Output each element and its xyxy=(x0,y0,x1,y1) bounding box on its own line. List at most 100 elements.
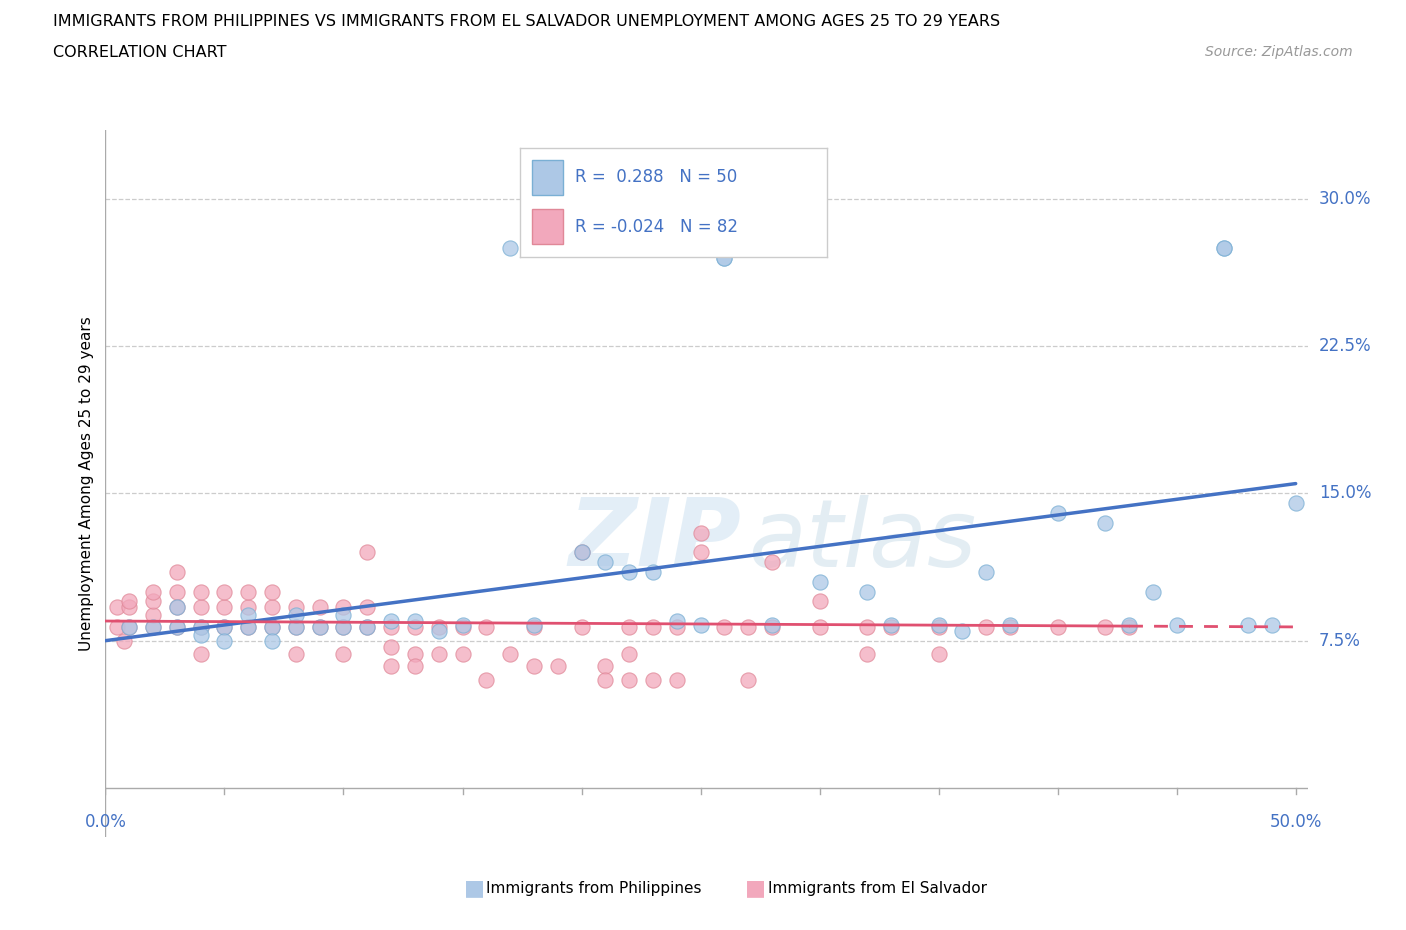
Text: 7.5%: 7.5% xyxy=(1319,631,1361,650)
Point xyxy=(356,619,378,634)
Point xyxy=(856,619,879,634)
Point xyxy=(475,672,498,687)
Point xyxy=(595,672,617,687)
Point xyxy=(284,619,307,634)
Point xyxy=(427,623,450,638)
Point xyxy=(595,554,617,569)
Point xyxy=(808,619,831,634)
Point xyxy=(190,600,212,615)
Text: CORRELATION CHART: CORRELATION CHART xyxy=(53,45,226,60)
Point xyxy=(665,614,688,629)
Point xyxy=(1094,515,1116,530)
Text: 15.0%: 15.0% xyxy=(1319,485,1371,502)
Point xyxy=(928,618,950,632)
Point xyxy=(284,600,307,615)
Text: ■: ■ xyxy=(745,878,766,898)
Point xyxy=(928,619,950,634)
Point xyxy=(262,633,284,648)
Point xyxy=(190,647,212,662)
Point xyxy=(190,619,212,634)
Point xyxy=(238,600,260,615)
Point xyxy=(142,607,165,622)
Text: IMMIGRANTS FROM PHILIPPINES VS IMMIGRANTS FROM EL SALVADOR UNEMPLOYMENT AMONG AG: IMMIGRANTS FROM PHILIPPINES VS IMMIGRANT… xyxy=(53,14,1001,29)
Point xyxy=(238,619,260,634)
Point xyxy=(142,619,165,634)
Point xyxy=(475,619,498,634)
Point xyxy=(190,619,212,634)
Point xyxy=(451,618,474,632)
Text: Immigrants from Philippines: Immigrants from Philippines xyxy=(486,881,702,896)
Point xyxy=(427,647,450,662)
Text: ZIP: ZIP xyxy=(568,494,741,586)
Point xyxy=(380,658,402,673)
Point xyxy=(284,607,307,622)
Point xyxy=(808,594,831,609)
Point xyxy=(404,658,426,673)
Point xyxy=(1094,619,1116,634)
Point xyxy=(451,647,474,662)
Point xyxy=(308,600,330,615)
Point xyxy=(689,525,711,540)
Point xyxy=(404,619,426,634)
Point xyxy=(262,619,284,634)
Point xyxy=(641,619,664,634)
Point xyxy=(214,633,236,648)
Point xyxy=(1285,496,1308,511)
Point xyxy=(166,584,188,599)
Point xyxy=(880,618,903,632)
Point xyxy=(214,584,236,599)
Point xyxy=(856,584,879,599)
Point xyxy=(356,600,378,615)
Point xyxy=(641,672,664,687)
Text: 0.0%: 0.0% xyxy=(84,813,127,830)
Point xyxy=(284,619,307,634)
Point xyxy=(689,618,711,632)
Point xyxy=(380,639,402,654)
Point xyxy=(105,600,128,615)
Point xyxy=(808,575,831,590)
Text: 30.0%: 30.0% xyxy=(1319,190,1371,208)
Point xyxy=(380,614,402,629)
Point xyxy=(974,619,997,634)
Point xyxy=(523,658,546,673)
Point xyxy=(118,619,141,634)
Point xyxy=(380,619,402,634)
Text: Immigrants from El Salvador: Immigrants from El Salvador xyxy=(768,881,987,896)
Point xyxy=(1261,618,1284,632)
Point xyxy=(332,600,354,615)
Point xyxy=(404,614,426,629)
Text: ■: ■ xyxy=(464,878,485,898)
Point xyxy=(308,619,330,634)
Point xyxy=(166,565,188,579)
Point xyxy=(952,623,974,638)
Point xyxy=(114,633,136,648)
Point xyxy=(713,250,735,265)
Point xyxy=(142,584,165,599)
Point xyxy=(998,619,1021,634)
Point xyxy=(499,241,522,256)
Point xyxy=(523,619,546,634)
Text: 22.5%: 22.5% xyxy=(1319,338,1371,355)
Point xyxy=(1213,241,1236,256)
Y-axis label: Unemployment Among Ages 25 to 29 years: Unemployment Among Ages 25 to 29 years xyxy=(79,316,94,651)
Point xyxy=(1118,619,1140,634)
Point xyxy=(308,619,330,634)
Point xyxy=(523,618,546,632)
Point xyxy=(238,584,260,599)
Point xyxy=(974,565,997,579)
Point xyxy=(547,658,569,673)
Point xyxy=(262,600,284,615)
Text: 50.0%: 50.0% xyxy=(1270,813,1322,830)
Point xyxy=(105,619,128,634)
Point xyxy=(451,619,474,634)
Point xyxy=(689,545,711,560)
Point xyxy=(166,600,188,615)
Point xyxy=(761,618,783,632)
Point xyxy=(1118,618,1140,632)
Point xyxy=(617,672,640,687)
Point xyxy=(571,545,593,560)
Point xyxy=(142,619,165,634)
Point xyxy=(617,619,640,634)
Point xyxy=(713,619,735,634)
Point xyxy=(214,619,236,634)
